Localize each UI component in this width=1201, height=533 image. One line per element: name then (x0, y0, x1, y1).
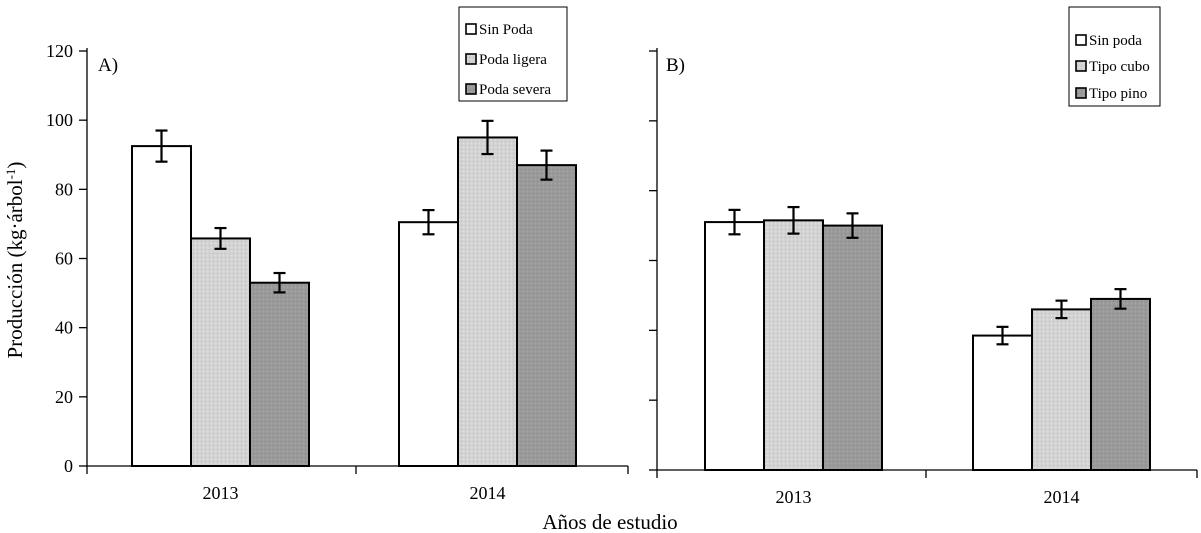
y-axis-title-main: Producción (kg·árbol (3, 179, 27, 358)
legend-label: Tipo pino (1089, 86, 1147, 102)
y-axis-title-sup: -1 (3, 169, 18, 180)
legend-box (458, 6, 568, 102)
legend-swatch (1075, 34, 1087, 46)
y-tick-label: 120 (46, 41, 73, 61)
x-tick-label: 2014 (1044, 487, 1080, 507)
x-tick-label: 2013 (776, 487, 812, 507)
bar (972, 334, 1033, 471)
y-tick-label: 20 (55, 387, 73, 407)
bar (704, 221, 765, 471)
y-tick-label: 40 (55, 318, 73, 338)
legend-label: Poda severa (479, 82, 551, 98)
legend-swatch (1075, 87, 1087, 99)
x-tick-label: 2014 (470, 483, 506, 503)
legend-label: Poda ligera (479, 52, 547, 68)
bar (457, 136, 518, 467)
y-axis-title: Producción (kg·árbol-1) (3, 162, 27, 359)
y-axis-title-close: ) (3, 162, 27, 169)
y-tick-label: 60 (55, 249, 73, 269)
panel-b: 2013 2014 B) Sin poda Tipo cubo Tipo pino (649, 6, 1198, 507)
x-tick-label: 2013 (203, 483, 239, 503)
bar (398, 221, 459, 467)
y-tick-label: 80 (55, 179, 73, 199)
y-tick-label: 100 (46, 110, 73, 130)
bar (131, 145, 192, 468)
bar (822, 224, 883, 471)
panel-label: A) (98, 55, 118, 76)
bar (249, 281, 310, 468)
x-axis-title: Años de estudio (542, 510, 677, 533)
panel-label: B) (666, 55, 685, 76)
legend-label: Tipo cubo (1089, 59, 1150, 75)
bar (763, 219, 824, 471)
bar (1090, 297, 1151, 471)
y-tick-label: 0 (64, 456, 73, 476)
bar (1031, 308, 1092, 471)
bar (190, 237, 251, 467)
legend-swatch (1075, 60, 1087, 72)
legend-label: Sin poda (1089, 33, 1142, 49)
panel-a: 0 20 40 60 80 100 120 2013 2014 A) Sin Poda Poda li… (46, 6, 629, 503)
legend-swatch (465, 23, 477, 35)
legend-swatch (465, 83, 477, 95)
legend-label: Sin Poda (479, 22, 533, 38)
legend-swatch (465, 53, 477, 65)
bar (516, 164, 577, 467)
